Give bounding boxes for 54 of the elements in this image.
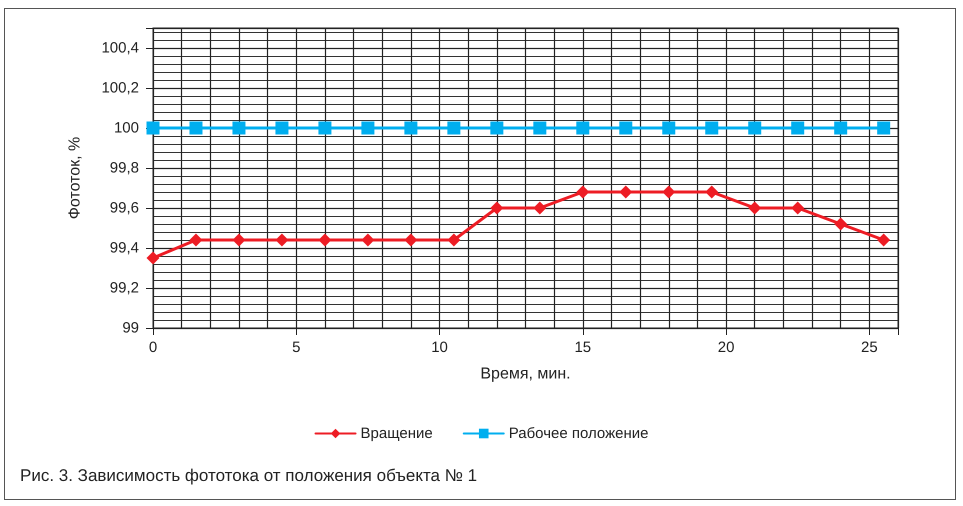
- point: [318, 234, 332, 246]
- y-tick-label: 99,6: [110, 200, 139, 216]
- point: [189, 122, 202, 134]
- point: [318, 122, 332, 134]
- point: [662, 186, 676, 198]
- point: [619, 186, 632, 198]
- x-axis-title: Время, мин.: [480, 366, 571, 382]
- x-tick-label: 25: [861, 339, 878, 356]
- point: [447, 234, 460, 246]
- point: [189, 234, 202, 246]
- point: [834, 122, 848, 134]
- point: [791, 122, 804, 134]
- y-tick-label: 100,2: [101, 80, 139, 96]
- point: [533, 122, 546, 134]
- point: [275, 234, 288, 246]
- point: [404, 122, 418, 134]
- point: [705, 122, 718, 134]
- point: [232, 122, 246, 134]
- point: [490, 202, 504, 214]
- text: Рис. 3. Зависимость фототока от положения объекта № 1: [20, 466, 478, 486]
- y-tick-label: 99,4: [110, 240, 139, 256]
- point: [619, 122, 632, 134]
- x-tick-label: 5: [292, 339, 300, 356]
- point: [404, 234, 418, 246]
- point: [877, 122, 890, 134]
- y-tick-label: 100: [114, 120, 139, 136]
- legend-label: Рабочее положение: [508, 425, 648, 442]
- point: [576, 186, 590, 198]
- point: [748, 202, 762, 214]
- point: [447, 122, 460, 134]
- point: [533, 202, 546, 214]
- point: [232, 234, 246, 246]
- point: [146, 252, 160, 264]
- y-tick-label: 100,4: [101, 40, 139, 56]
- legend-label: Вращение: [360, 425, 433, 442]
- y-tick-label: 99,2: [110, 280, 139, 296]
- y-tick-label: 99,8: [110, 160, 139, 176]
- point: [877, 234, 890, 246]
- x-tick-label: 20: [718, 339, 734, 356]
- x-tick-label: 0: [148, 339, 158, 356]
- point: [576, 122, 590, 134]
- x-tick-label: 10: [431, 339, 448, 356]
- point: [791, 202, 804, 214]
- point: [834, 218, 848, 230]
- point: [361, 122, 374, 134]
- point: [705, 186, 718, 198]
- point: [662, 122, 676, 134]
- x-tick-label: 15: [574, 339, 592, 356]
- y-tick-label: 99: [122, 320, 139, 336]
- y-axis-title: Фототок, %: [66, 136, 84, 220]
- point: [748, 122, 762, 134]
- point: [275, 122, 288, 134]
- point: [361, 234, 374, 246]
- point: [490, 122, 504, 134]
